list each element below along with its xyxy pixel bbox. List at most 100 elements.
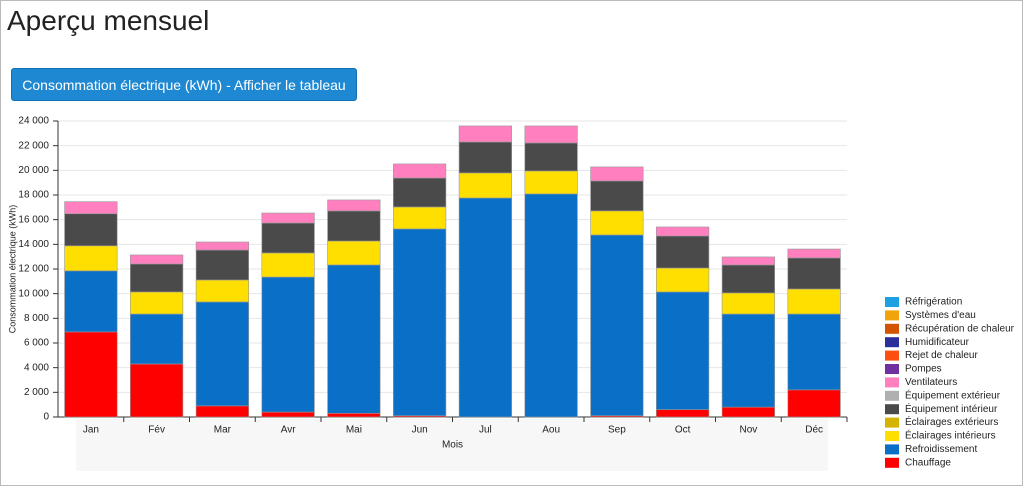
bar-segment: [656, 226, 710, 237]
x-tick-label: Avr: [281, 425, 296, 436]
legend-swatch: [885, 297, 899, 307]
bar-segment: [64, 331, 118, 418]
legend-swatch: [885, 457, 899, 468]
y-tick-label: 14 000: [18, 239, 49, 250]
bar-segment: [393, 163, 447, 179]
x-axis-backdrop: [76, 419, 828, 471]
bar-segment: [261, 276, 315, 413]
bar-segment: [721, 256, 775, 266]
bar-segment: [787, 313, 841, 391]
page-title: Aperçu mensuel: [7, 5, 210, 36]
bar-segment: [524, 170, 578, 195]
legend-swatch: [885, 431, 899, 441]
legend-label: Refroidissement: [905, 444, 977, 455]
legend-swatch: [885, 417, 899, 428]
bar-segment: [458, 197, 512, 418]
x-tick-label: Nov: [739, 425, 757, 436]
x-tick-label: Fév: [148, 425, 165, 436]
bar-segment: [524, 142, 578, 172]
x-tick-label: Jul: [479, 425, 492, 436]
x-axis-title: Mois: [442, 440, 463, 451]
y-tick-label: 16 000: [18, 214, 49, 225]
y-tick-label: 12 000: [18, 264, 49, 275]
legend-label: Équipement intérieur: [905, 402, 998, 415]
legend-swatch: [885, 350, 899, 361]
bar-segment: [721, 264, 775, 294]
legend-label: Humidificateur: [905, 337, 970, 348]
legend-label: Chauffage: [905, 457, 951, 468]
bar-segment: [721, 292, 775, 315]
x-tick-label: Aou: [542, 425, 560, 436]
x-tick-label: Oct: [675, 425, 691, 436]
x-tick-label: Mar: [214, 425, 232, 436]
legend-label: Rejet de chaleur: [905, 350, 978, 361]
legend-swatch: [885, 377, 899, 388]
legend-label: Récupération de chaleur: [905, 323, 1015, 334]
bar-segment: [64, 201, 118, 215]
bar-segment: [261, 252, 315, 278]
bar-segment: [524, 125, 578, 144]
bar-segment: [327, 264, 381, 414]
x-tick-label: Jun: [412, 425, 428, 436]
legend-swatch: [885, 364, 899, 374]
legend-label: Systèmes d'eau: [905, 310, 976, 321]
bar-segment: [590, 234, 644, 417]
bar-segment: [656, 235, 710, 269]
legend-label: Éclairages intérieurs: [905, 429, 996, 442]
bar-segment: [327, 412, 381, 418]
legend-label: Ventilateurs: [905, 377, 957, 388]
y-tick-label: 8 000: [24, 313, 49, 324]
bar-segment: [130, 291, 184, 315]
x-tick-label: Déc: [805, 425, 823, 436]
legend-swatch: [885, 444, 899, 455]
legend-swatch: [885, 404, 899, 415]
y-tick-label: 22 000: [18, 140, 49, 151]
bar-segment: [524, 193, 578, 418]
bar-segment: [656, 267, 710, 293]
x-tick-label: Jan: [83, 425, 99, 436]
y-tick-label: 10 000: [18, 288, 49, 299]
bar-segment: [458, 141, 512, 174]
bar-segment: [130, 254, 184, 265]
y-tick-label: 2 000: [24, 387, 49, 398]
bar-segment: [195, 405, 249, 418]
bar-segment: [327, 210, 381, 242]
bar-segment: [787, 389, 841, 418]
y-tick-label: 18 000: [18, 190, 49, 201]
bar-segment: [64, 270, 118, 333]
bar-segment: [130, 363, 184, 418]
bar-segment: [327, 199, 381, 212]
bar-segment: [393, 206, 447, 230]
bar-segment: [327, 240, 381, 266]
bar-segment: [590, 180, 644, 212]
bar-segment: [721, 313, 775, 408]
legend-swatch: [885, 323, 899, 334]
legend-swatch: [885, 337, 899, 348]
bar-segment: [393, 228, 447, 417]
bar-segment: [261, 212, 315, 224]
x-tick-label: Mai: [346, 425, 362, 436]
bar-segment: [195, 241, 249, 251]
y-tick-label: 6 000: [24, 338, 49, 349]
x-tick-label: Sep: [608, 425, 626, 436]
y-tick-label: 24 000: [18, 116, 49, 127]
bar-segment: [195, 301, 249, 407]
y-tick-label: 0: [43, 412, 49, 423]
y-tick-label: 20 000: [18, 165, 49, 176]
legend-label: Éclairages extérieurs: [905, 415, 998, 428]
bar-segment: [195, 249, 249, 281]
legend-label: Équipement extérieur: [905, 388, 1001, 401]
table-button[interactable]: Consommation électrique (kWh) - Afficher…: [11, 68, 357, 101]
legend-swatch: [885, 390, 899, 401]
bar-segment: [458, 172, 512, 199]
y-tick-label: 4 000: [24, 362, 49, 373]
bar-segment: [787, 257, 841, 290]
bar-segment: [393, 177, 447, 208]
bar-segment: [130, 313, 184, 365]
bar-segment: [590, 210, 644, 236]
legend-label: Réfrigération: [905, 297, 962, 308]
bar-segment: [590, 166, 644, 182]
bar-segment: [721, 406, 775, 418]
